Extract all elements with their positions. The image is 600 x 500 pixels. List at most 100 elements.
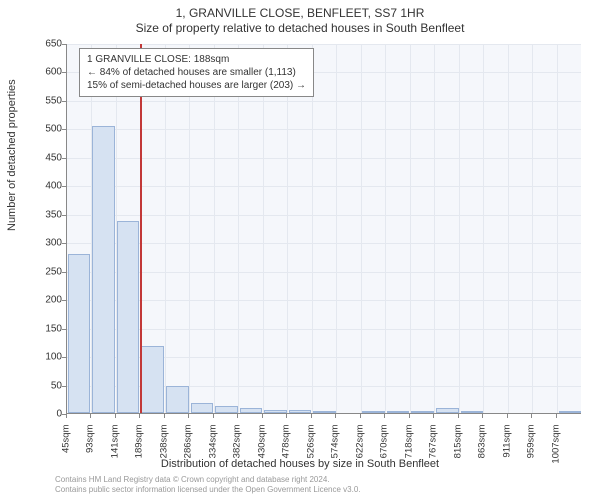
gridline-v (336, 44, 337, 413)
y-tick-mark (62, 72, 66, 73)
gridline-v (557, 44, 558, 413)
y-tick-label: 500 (32, 124, 62, 135)
y-tick-mark (62, 357, 66, 358)
x-tick-mark (433, 414, 434, 418)
histogram-bar (92, 126, 115, 413)
y-tick-label: 650 (32, 39, 62, 50)
y-tick-mark (62, 243, 66, 244)
y-tick-mark (62, 158, 66, 159)
x-tick-mark (531, 414, 532, 418)
histogram-bar (141, 346, 164, 413)
y-tick-label: 200 (32, 295, 62, 306)
x-tick-mark (482, 414, 483, 418)
x-tick-mark (139, 414, 140, 418)
x-tick-label: 93sqm (85, 425, 96, 475)
gridline-v (263, 44, 264, 413)
x-tick-label: 238sqm (158, 425, 169, 475)
y-tick-label: 0 (32, 409, 62, 420)
x-tick-label: 863sqm (477, 425, 488, 475)
histogram-bar (362, 411, 385, 413)
y-tick-label: 600 (32, 67, 62, 78)
histogram-bar (289, 410, 312, 413)
x-tick-label: 622sqm (354, 425, 365, 475)
histogram-bar (68, 254, 91, 413)
annotation-line: 1 GRANVILLE CLOSE: 188sqm (87, 53, 306, 66)
histogram-bar (166, 386, 189, 413)
x-tick-label: 45sqm (61, 425, 72, 475)
x-tick-label: 526sqm (305, 425, 316, 475)
x-tick-label: 815sqm (452, 425, 463, 475)
gridline-v (312, 44, 313, 413)
gridline-h (67, 158, 581, 159)
histogram-bar (264, 410, 287, 413)
y-tick-mark (62, 215, 66, 216)
gridline-v (385, 44, 386, 413)
histogram-bar (191, 403, 214, 413)
x-tick-mark (286, 414, 287, 418)
gridline-h (67, 129, 581, 130)
x-tick-label: 574sqm (330, 425, 341, 475)
x-tick-label: 286sqm (183, 425, 194, 475)
y-tick-label: 350 (32, 209, 62, 220)
y-tick-label: 450 (32, 152, 62, 163)
y-tick-label: 400 (32, 181, 62, 192)
y-tick-label: 100 (32, 352, 62, 363)
y-tick-label: 50 (32, 380, 62, 391)
histogram-bar (240, 408, 263, 413)
y-tick-mark (62, 386, 66, 387)
x-tick-mark (556, 414, 557, 418)
y-tick-mark (62, 44, 66, 45)
x-tick-label: 430sqm (256, 425, 267, 475)
x-tick-label: 959sqm (526, 425, 537, 475)
gridline-h (67, 243, 581, 244)
y-tick-mark (62, 101, 66, 102)
histogram-bar (436, 408, 459, 413)
gridline-h (67, 186, 581, 187)
x-tick-mark (188, 414, 189, 418)
gridline-h (67, 329, 581, 330)
gridline-v (434, 44, 435, 413)
gridline-v (361, 44, 362, 413)
x-tick-mark (213, 414, 214, 418)
footer-attribution: Contains HM Land Registry data © Crown c… (55, 475, 361, 495)
title-line1: 1, GRANVILLE CLOSE, BENFLEET, SS7 1HR (0, 6, 600, 20)
histogram-bar (215, 406, 238, 413)
gridline-v (459, 44, 460, 413)
x-tick-mark (384, 414, 385, 418)
gridline-h (67, 300, 581, 301)
x-tick-label: 478sqm (281, 425, 292, 475)
x-tick-mark (335, 414, 336, 418)
histogram-bar (387, 411, 410, 413)
y-tick-label: 300 (32, 238, 62, 249)
x-tick-label: 334sqm (207, 425, 218, 475)
histogram-bar (559, 411, 582, 413)
histogram-bar (313, 411, 336, 413)
y-tick-mark (62, 129, 66, 130)
x-tick-label: 718sqm (403, 425, 414, 475)
footer-line2: Contains public sector information licen… (55, 485, 361, 495)
annotation-line: 15% of semi-detached houses are larger (… (87, 79, 306, 92)
chart-plot-area: 1 GRANVILLE CLOSE: 188sqm← 84% of detach… (66, 44, 581, 414)
x-tick-label: 911sqm (501, 425, 512, 475)
histogram-bar (117, 221, 140, 413)
gridline-h (67, 272, 581, 273)
property-marker-line (140, 44, 142, 413)
gridline-v (189, 44, 190, 413)
gridline-v (410, 44, 411, 413)
x-tick-mark (164, 414, 165, 418)
gridline-h (67, 44, 581, 45)
x-tick-mark (237, 414, 238, 418)
gridline-v (508, 44, 509, 413)
gridline-v (214, 44, 215, 413)
chart-title-block: 1, GRANVILLE CLOSE, BENFLEET, SS7 1HR Si… (0, 0, 600, 35)
x-tick-mark (90, 414, 91, 418)
x-tick-mark (311, 414, 312, 418)
annotation-line: ← 84% of detached houses are smaller (1,… (87, 66, 306, 79)
y-tick-label: 550 (32, 95, 62, 106)
y-tick-mark (62, 186, 66, 187)
title-line2: Size of property relative to detached ho… (0, 21, 600, 35)
gridline-h (67, 215, 581, 216)
x-tick-label: 141sqm (109, 425, 120, 475)
y-tick-mark (62, 300, 66, 301)
y-axis-label: Number of detached properties (6, 79, 18, 231)
